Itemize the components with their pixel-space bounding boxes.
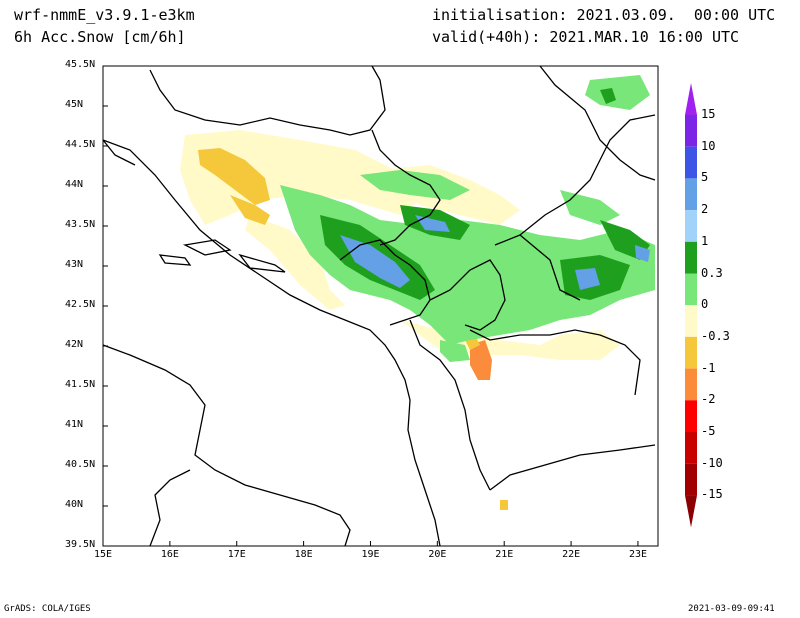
montenegro-border xyxy=(339,239,431,326)
macedonia-border xyxy=(469,329,641,396)
lat-tick-label: 42N xyxy=(65,339,84,350)
blue-core-e2 xyxy=(635,245,650,262)
blue-core-east xyxy=(575,268,600,290)
lat-tick-label: 44N xyxy=(65,179,84,190)
orange-light-patch-2 xyxy=(230,195,270,225)
green-core-ne xyxy=(600,88,616,104)
colorbar-label: -2 xyxy=(701,392,716,407)
lon-tick-label: 20E xyxy=(428,549,447,560)
colorbar-segment xyxy=(685,463,697,496)
lat-tick-label: 44.5N xyxy=(65,139,96,150)
colorbar-label: -0.3 xyxy=(701,328,730,343)
light-green-patch-e xyxy=(560,190,620,225)
bosnia-border xyxy=(149,65,386,136)
colorbar-segment xyxy=(685,210,697,242)
orange-light-patch-1 xyxy=(198,148,270,205)
colorbar-top-arrow xyxy=(685,83,697,115)
snow-field-patches xyxy=(180,75,655,510)
colorbar xyxy=(685,83,697,528)
lat-tick-label: 43N xyxy=(65,259,84,270)
colorbar-label: 0.3 xyxy=(701,265,723,280)
kosovo-border xyxy=(429,259,506,331)
light-green-patch-n xyxy=(360,170,470,200)
lat-tick-label: 42.5N xyxy=(65,299,96,310)
footer-left: GrADS: COLA/IGES xyxy=(4,604,91,614)
footer-right: 2021-03-09-09:41 xyxy=(688,604,775,614)
colorbar-segment xyxy=(685,400,697,432)
init-time: initialisation: 2021.03.09. 00:00 UTC xyxy=(432,6,776,24)
romania-border xyxy=(494,234,581,301)
greece-border xyxy=(489,444,656,491)
island-1 xyxy=(182,239,232,256)
lon-tick-label: 15E xyxy=(94,549,113,560)
lat-tick-label: 39.5N xyxy=(65,539,96,550)
lat-tick-label: 45.5N xyxy=(65,59,96,70)
colorbar-label: 5 xyxy=(701,170,709,185)
colorbar-label: 0 xyxy=(701,297,709,312)
colorbar-segment xyxy=(685,432,697,464)
lat-tick-label: 45N xyxy=(65,99,84,110)
albania-border xyxy=(409,319,491,491)
serbia-border xyxy=(371,129,441,246)
orange-patch-macedonia xyxy=(470,340,492,380)
colorbar-label: 10 xyxy=(701,138,716,153)
danube xyxy=(539,65,656,181)
bulgaria-border xyxy=(519,114,656,236)
colorbar-segment xyxy=(685,146,697,179)
lat-tick-label: 40.5N xyxy=(65,459,96,470)
istria xyxy=(102,139,136,166)
colorbar-segment xyxy=(685,368,697,401)
colorbar-label: -15 xyxy=(701,487,723,502)
field-title: 6h Acc.Snow [cm/6h] xyxy=(14,28,186,46)
lon-tick-label: 19E xyxy=(361,549,380,560)
italy-heel xyxy=(149,469,191,547)
colorbar-label: 15 xyxy=(701,107,716,121)
lon-tick-label: 23E xyxy=(628,549,647,560)
island-2 xyxy=(238,253,286,273)
light-yellow-patch-coast xyxy=(245,215,345,310)
lat-tick-label: 40N xyxy=(65,499,84,510)
lat-tick-label: 41.5N xyxy=(65,379,96,390)
light-green-patch-s xyxy=(440,340,470,362)
light-green-belt-main xyxy=(280,185,655,345)
lon-tick-label: 17E xyxy=(227,549,246,560)
lat-tick-label: 41N xyxy=(65,419,84,430)
colorbar-segment xyxy=(685,336,697,369)
valid-time: valid(+40h): 2021.MAR.10 16:00 UTC xyxy=(432,28,740,46)
colorbar-label: -5 xyxy=(701,424,716,438)
coastlines-and-borders xyxy=(102,65,656,547)
lon-tick-label: 22E xyxy=(562,549,581,560)
model-title: wrf-nmmE_v3.9.1-e3km xyxy=(14,6,195,24)
light-green-patch-ne xyxy=(585,75,650,110)
colorbar-segment xyxy=(685,115,697,147)
colorbar-label: -10 xyxy=(701,455,723,470)
colorbar-segment xyxy=(685,273,697,306)
lon-tick-label: 21E xyxy=(495,549,514,560)
island-3 xyxy=(158,254,192,266)
lat-tick-label: 43.5N xyxy=(65,219,96,230)
orange-dot-south xyxy=(500,500,508,510)
colorbar-bottom-arrow xyxy=(685,495,697,528)
blue-core-center xyxy=(415,215,450,232)
lon-tick-label: 18E xyxy=(294,549,313,560)
colorbar-segment xyxy=(685,241,697,274)
croatia-coast xyxy=(102,139,441,547)
colorbar-segment xyxy=(685,305,697,337)
lon-tick-label: 16E xyxy=(160,549,179,560)
axis-ticks xyxy=(102,65,639,547)
italy-coast xyxy=(102,344,351,547)
colorbar-label: -1 xyxy=(701,360,716,375)
blue-core-west xyxy=(340,235,410,288)
colorbar-label: 1 xyxy=(701,233,709,248)
colorbar-label: 2 xyxy=(701,202,709,217)
colorbar-segment xyxy=(685,178,697,211)
